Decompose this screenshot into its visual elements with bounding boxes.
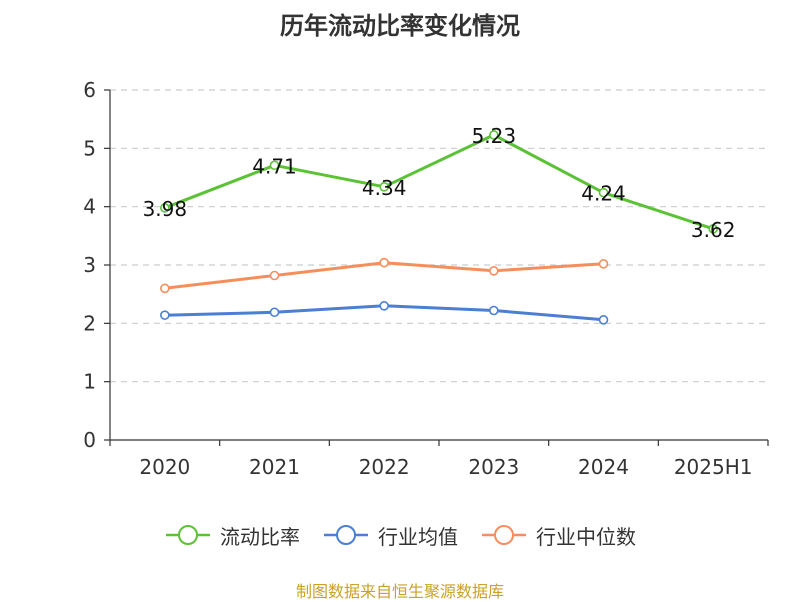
source-note: 制图数据来自恒生聚源数据库: [295, 582, 504, 601]
y-tick-label: 5: [83, 136, 96, 160]
data-point: [269, 270, 280, 281]
y-tick-label: 3: [83, 253, 96, 277]
x-tick-label: 2023: [468, 455, 519, 479]
data-point: [379, 182, 389, 192]
x-tick-label: 2020: [139, 455, 190, 479]
data-label: 3.62: [691, 218, 736, 242]
x-tick-label: 2024: [578, 455, 629, 479]
data-label: 4.71: [252, 154, 297, 178]
y-tick-label: 2: [83, 311, 96, 335]
data-point: [598, 259, 609, 269]
data-point: [269, 307, 280, 318]
data-point: [489, 130, 499, 140]
legend-item[interactable]: 行业均值: [322, 521, 458, 550]
x-tick-label: 2025H1: [674, 455, 753, 479]
data-point: [598, 187, 609, 198]
series-line-0: [164, 133, 714, 231]
data-point: [160, 203, 170, 213]
data-point: [708, 224, 718, 234]
legend-item[interactable]: 流动比率: [164, 521, 300, 550]
legend-swatch-icon: [324, 525, 368, 545]
legend-swatch-icon: [166, 525, 210, 545]
legend-label: 行业均值: [378, 524, 458, 549]
data-point: [489, 266, 499, 276]
chart-title: 历年流动比率变化情况: [280, 12, 520, 40]
legend: 流动比率 行业均值 行业中位数: [0, 520, 800, 550]
x-tick-label: 2022: [359, 455, 410, 479]
data-point: [598, 315, 609, 325]
y-tick-label: 4: [83, 195, 96, 219]
data-point: [160, 310, 170, 320]
y-tick-label: 1: [83, 370, 96, 394]
data-label: 5.23: [472, 124, 517, 148]
data-label: 3.98: [143, 197, 188, 221]
legend-label: 流动比率: [220, 524, 300, 549]
data-point: [379, 301, 389, 311]
x-tick-label: 2021: [249, 455, 300, 479]
data-point: [269, 160, 280, 171]
data-point: [489, 305, 499, 316]
data-label: 4.34: [362, 176, 407, 200]
legend-label: 行业中位数: [536, 524, 636, 549]
data-point: [379, 257, 389, 268]
y-tick-label: 0: [83, 428, 96, 452]
legend-item[interactable]: 行业中位数: [480, 521, 636, 550]
y-tick-label: 6: [83, 78, 96, 102]
legend-swatch-icon: [482, 525, 526, 545]
data-label: 4.24: [581, 182, 626, 206]
data-point: [160, 283, 170, 294]
